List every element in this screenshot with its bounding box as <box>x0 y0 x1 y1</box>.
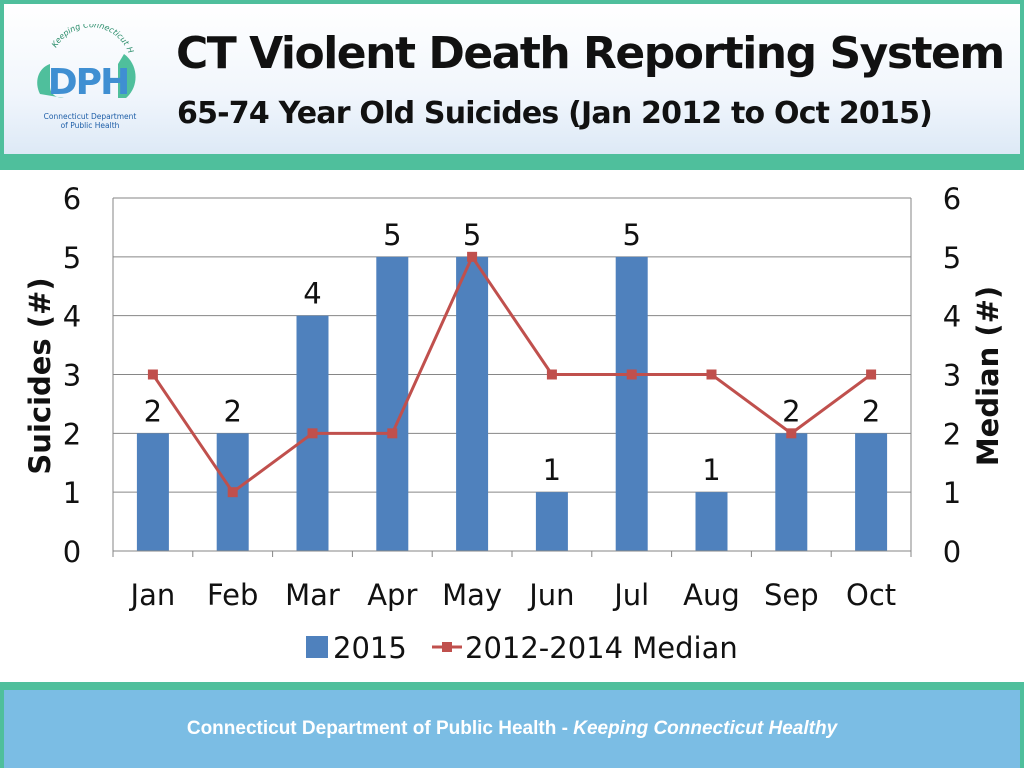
median-point <box>706 369 717 380</box>
legend-swatch-2015 <box>306 636 328 658</box>
x-tick-label: Mar <box>285 578 340 612</box>
bar-data-label: 5 <box>463 218 481 252</box>
bar-data-label: 5 <box>383 218 401 252</box>
bar <box>615 256 648 551</box>
median-point <box>147 369 158 380</box>
y2-tick-label: 5 <box>943 241 961 275</box>
y2-tick-label: 1 <box>943 476 961 510</box>
bar-data-label: 2 <box>144 394 162 428</box>
y-tick-label: 1 <box>63 476 81 510</box>
median-point <box>467 251 478 262</box>
line-series-median <box>147 251 877 498</box>
y-tick-label: 0 <box>63 535 81 569</box>
median-point <box>227 487 238 498</box>
state-outline-shape <box>37 64 64 98</box>
logo-line1: Connecticut Department <box>44 112 137 121</box>
bar-series-2015 <box>136 256 888 551</box>
y2-axis-title: Median (#) <box>971 286 1005 466</box>
data-labels: 2 2 4 5 5 1 5 1 2 2 <box>144 218 881 487</box>
bar <box>695 492 728 551</box>
bar-data-label: 5 <box>622 218 640 252</box>
footer-org: Connecticut Department of Public Health <box>186 718 557 739</box>
x-tick-label: Sep <box>764 578 819 612</box>
bar-data-label: 1 <box>543 453 561 487</box>
x-tick-label: Jan <box>129 578 176 612</box>
chart-legend: 2015 2012-2014 Median <box>306 631 738 665</box>
page-title: CT Violent Death Reporting System <box>176 28 1005 79</box>
x-tick-label: Jun <box>527 578 574 612</box>
median-line <box>151 253 872 495</box>
median-point <box>387 428 398 439</box>
median-point <box>626 369 637 380</box>
header-panel: Keeping Connecticut Healthy DPH Connecti… <box>4 4 1020 154</box>
x-tick-label: Apr <box>367 578 417 612</box>
bar <box>376 256 409 551</box>
y2-tick-label: 4 <box>943 300 961 334</box>
footer-tagline: Keeping Connecticut Healthy <box>573 718 838 739</box>
page-subtitle: 65-74 Year Old Suicides (Jan 2012 to Oct… <box>177 96 933 131</box>
header-band: Keeping Connecticut Healthy DPH Connecti… <box>0 0 1024 170</box>
median-point <box>307 428 318 439</box>
footer-panel: Connecticut Department of Public Health … <box>4 690 1020 768</box>
y2-tick-label: 2 <box>943 417 961 451</box>
bar-data-label: 4 <box>303 277 321 311</box>
y2-tick-label: 6 <box>943 182 961 216</box>
footer-separator: - <box>556 718 574 739</box>
x-tick-label: Feb <box>207 578 258 612</box>
bar-data-label: 1 <box>702 453 720 487</box>
logo-arc-text: Keeping Connecticut Healthy <box>28 24 135 55</box>
bar <box>456 256 489 551</box>
bar-data-label: 2 <box>782 394 800 428</box>
axes: 0 0 1 1 2 2 3 3 4 4 5 5 6 6 Jan Feb Mar Apr May Jun Jul Aug Se… <box>63 182 961 612</box>
footer-band: Connecticut Department of Public Health … <box>0 682 1024 768</box>
y-tick-label: 3 <box>63 359 81 393</box>
suicides-chart: 0 0 1 1 2 2 3 3 4 4 5 5 6 6 Jan Feb Mar Apr May Jun Jul Aug Se… <box>23 182 1005 665</box>
footer-text: Connecticut Department of Public Health … <box>4 690 1020 768</box>
y-tick-label: 5 <box>63 241 81 275</box>
legend-marker-median <box>442 642 452 652</box>
dph-logo: Keeping Connecticut Healthy DPH Connecti… <box>28 24 137 130</box>
bar <box>136 433 169 551</box>
y-axis-title: Suicides (#) <box>23 277 57 474</box>
logo-line2: of Public Health <box>61 121 120 130</box>
logo-abbr: DPH <box>48 62 128 103</box>
legend-label-2015: 2015 <box>333 631 407 665</box>
legend-label-median: 2012-2014 Median <box>465 631 738 665</box>
bar <box>775 433 808 551</box>
bar <box>535 492 568 551</box>
x-tick-label: Aug <box>683 578 740 612</box>
y2-tick-label: 3 <box>943 359 961 393</box>
median-point <box>866 369 877 380</box>
x-tick-label: Oct <box>846 578 896 612</box>
x-tick-label: Jul <box>612 578 649 612</box>
y-tick-label: 6 <box>63 182 81 216</box>
y-tick-label: 4 <box>63 300 81 334</box>
bar-data-label: 2 <box>223 394 241 428</box>
x-tick-label: May <box>442 578 502 612</box>
y2-tick-label: 0 <box>943 535 961 569</box>
y-tick-label: 2 <box>63 417 81 451</box>
arc-swoosh-shape <box>118 54 136 98</box>
median-point <box>786 428 797 439</box>
bar-data-label: 2 <box>862 394 880 428</box>
median-point <box>546 369 557 380</box>
bar <box>855 433 888 551</box>
